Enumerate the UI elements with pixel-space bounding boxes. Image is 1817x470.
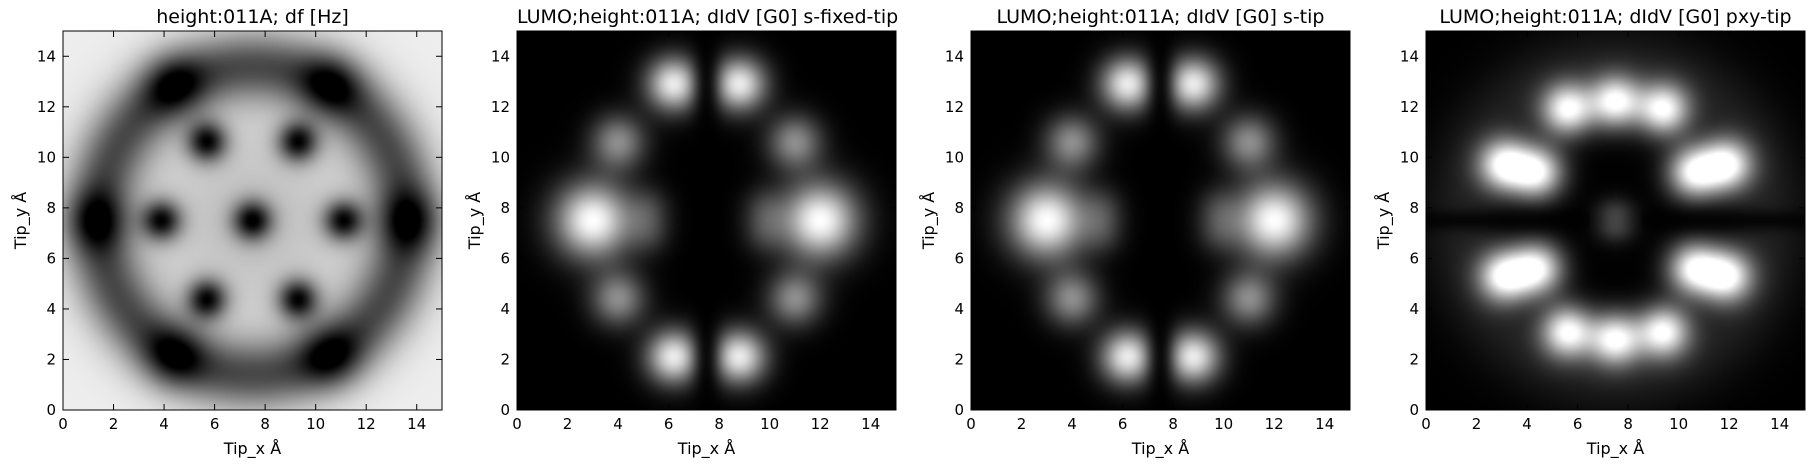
x-tick-label: 0 bbox=[512, 415, 522, 433]
y-tick-label: 4 bbox=[954, 300, 964, 318]
x-tick-label: 8 bbox=[260, 415, 270, 433]
y-tick-label: 0 bbox=[500, 401, 510, 419]
y-tick-label: 12 bbox=[945, 98, 964, 116]
plot-panel-pxy-tip: LUMO;height:011A; dIdV [G0] pxy-tip 0 2 4 6… bbox=[1363, 0, 1817, 470]
y-tick-label: 0 bbox=[954, 401, 964, 419]
y-tick-label: 4 bbox=[1409, 300, 1419, 318]
x-tick-label: 14 bbox=[1315, 415, 1334, 433]
x-tick-label: 12 bbox=[357, 415, 376, 433]
x-tick-label: 2 bbox=[563, 415, 573, 433]
x-axis-label: Tip_x Å bbox=[223, 439, 281, 459]
heatmap-image bbox=[971, 31, 1350, 410]
plot-frame bbox=[1425, 30, 1806, 411]
panel-title: LUMO;height:011A; dIdV [G0] s-tip bbox=[996, 6, 1325, 28]
y-tick-label: 10 bbox=[37, 148, 56, 166]
heatmap-plot: 0 2 4 6 8 10 12 14 0 2 4 6 8 10 12 14 Tip_x Å Tip_y Å bbox=[919, 30, 1351, 459]
y-tick-label: 2 bbox=[1409, 350, 1419, 368]
panel-title: height:011A; df [Hz] bbox=[156, 6, 349, 28]
x-tick-label: 0 bbox=[58, 415, 68, 433]
x-tick-label: 6 bbox=[210, 415, 220, 433]
y-tick-label: 10 bbox=[1400, 148, 1419, 166]
plot-frame bbox=[970, 30, 1351, 411]
y-tick-label: 14 bbox=[37, 47, 56, 65]
x-tick-label: 14 bbox=[407, 415, 426, 433]
x-tick-label: 12 bbox=[1720, 415, 1739, 433]
x-axis-label: Tip_x Å bbox=[1131, 439, 1189, 459]
y-tick-label: 10 bbox=[491, 148, 510, 166]
heatmap-plot: 0 2 4 6 8 10 12 14 0 2 4 6 8 10 12 14 Tip_x Å Tip_y Å bbox=[11, 30, 443, 459]
y-tick-label: 0 bbox=[1409, 401, 1419, 419]
x-tick-label: 0 bbox=[966, 415, 976, 433]
heatmap-plot: 0 2 4 6 8 10 12 14 0 2 4 6 8 10 12 14 Tip_x Å Tip_y Å bbox=[465, 30, 897, 459]
plot-panel-s-tip: LUMO;height:011A; dIdV [G0] s-tip 0 2 4 6 8 1… bbox=[908, 0, 1362, 470]
x-tick-label: 4 bbox=[1522, 415, 1532, 433]
y-tick-label: 14 bbox=[1400, 47, 1419, 65]
x-axis-label: Tip_x Å bbox=[1586, 439, 1644, 459]
x-tick-label: 8 bbox=[1623, 415, 1633, 433]
y-tick-label: 6 bbox=[500, 249, 510, 267]
y-tick-label: 10 bbox=[945, 148, 964, 166]
heatmap-plot: 0 2 4 6 8 10 12 14 0 2 4 6 8 10 12 14 Tip_x Å Tip_y Å bbox=[1374, 30, 1806, 459]
y-tick-label: 8 bbox=[1409, 199, 1419, 217]
y-tick-label: 6 bbox=[46, 249, 56, 267]
x-tick-label: 10 bbox=[1669, 415, 1688, 433]
x-tick-label: 8 bbox=[714, 415, 724, 433]
plot-frame bbox=[62, 30, 443, 411]
x-tick-label: 4 bbox=[159, 415, 169, 433]
x-tick-label: 14 bbox=[861, 415, 880, 433]
y-tick-label: 8 bbox=[46, 199, 56, 217]
x-tick-label: 4 bbox=[613, 415, 623, 433]
y-tick-label: 4 bbox=[500, 300, 510, 318]
y-axis-label: Tip_y Å bbox=[919, 192, 939, 250]
x-tick-label: 2 bbox=[1472, 415, 1482, 433]
x-tick-label: 4 bbox=[1067, 415, 1077, 433]
y-axis-label: Tip_y Å bbox=[465, 192, 485, 250]
y-tick-label: 12 bbox=[1400, 98, 1419, 116]
heatmap-image bbox=[1426, 31, 1805, 410]
x-tick-label: 10 bbox=[760, 415, 779, 433]
panel-title: LUMO;height:011A; dIdV [G0] s-fixed-tip bbox=[517, 6, 899, 28]
heatmap-image bbox=[63, 31, 442, 410]
x-tick-label: 14 bbox=[1770, 415, 1789, 433]
y-axis-label: Tip_y Å bbox=[11, 192, 31, 250]
x-tick-label: 6 bbox=[1573, 415, 1583, 433]
x-tick-label: 12 bbox=[1265, 415, 1284, 433]
x-tick-label: 2 bbox=[109, 415, 119, 433]
x-tick-label: 6 bbox=[1118, 415, 1128, 433]
heatmap-image bbox=[517, 31, 896, 410]
x-tick-label: 12 bbox=[811, 415, 830, 433]
x-tick-label: 6 bbox=[664, 415, 674, 433]
y-tick-label: 12 bbox=[37, 98, 56, 116]
y-tick-label: 6 bbox=[1409, 249, 1419, 267]
y-tick-label: 14 bbox=[945, 47, 964, 65]
y-axis-label: Tip_y Å bbox=[1374, 192, 1394, 250]
x-tick-label: 0 bbox=[1421, 415, 1431, 433]
y-tick-label: 4 bbox=[46, 300, 56, 318]
x-tick-label: 2 bbox=[1017, 415, 1027, 433]
y-tick-label: 2 bbox=[46, 350, 56, 368]
y-tick-label: 2 bbox=[954, 350, 964, 368]
x-tick-label: 10 bbox=[306, 415, 325, 433]
y-tick-label: 8 bbox=[500, 199, 510, 217]
plot-panel-df: height:011A; df [Hz] 0 2 4 6 8 10 12 14 0 2 4 6 8 10 1… bbox=[0, 0, 454, 470]
x-tick-label: 10 bbox=[1214, 415, 1233, 433]
y-tick-label: 14 bbox=[491, 47, 510, 65]
plot-frame bbox=[516, 30, 897, 411]
x-axis-label: Tip_x Å bbox=[677, 439, 735, 459]
y-tick-label: 0 bbox=[46, 401, 56, 419]
y-tick-label: 8 bbox=[954, 199, 964, 217]
y-tick-label: 6 bbox=[954, 249, 964, 267]
plot-panel-s-fixed-tip: LUMO;height:011A; dIdV [G0] s-fixed-tip … bbox=[454, 0, 908, 470]
y-tick-label: 2 bbox=[500, 350, 510, 368]
x-tick-label: 8 bbox=[1168, 415, 1178, 433]
y-tick-label: 12 bbox=[491, 98, 510, 116]
panel-title: LUMO;height:011A; dIdV [G0] pxy-tip bbox=[1439, 6, 1792, 28]
